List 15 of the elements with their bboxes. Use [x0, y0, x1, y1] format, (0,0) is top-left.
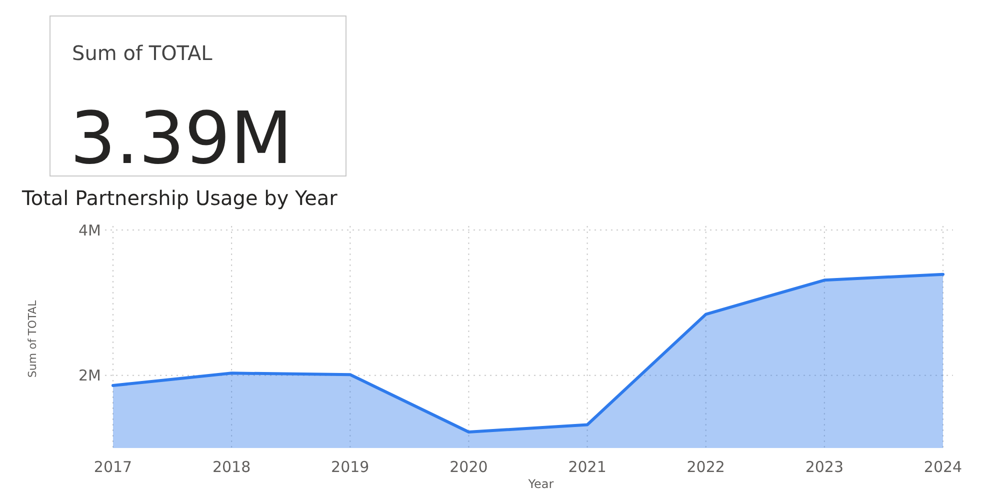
x-tick-label: 2019 — [331, 458, 370, 476]
x-tick-label: 2024 — [924, 458, 962, 476]
x-tick-label: 2020 — [450, 458, 488, 476]
x-tick-label: 2023 — [805, 458, 844, 476]
x-tick-label: 2022 — [686, 458, 725, 476]
text: Sum of TOTAL — [72, 41, 214, 65]
x-tick-label: 2021 — [568, 458, 606, 476]
x-tick-label: 2018 — [212, 458, 251, 476]
x-axis-title: Year — [527, 477, 554, 491]
text: 3.39M — [70, 96, 292, 180]
chart-title: Total Partnership Usage by Year — [21, 186, 338, 210]
y-axis-title: Sum of TOTAL — [26, 300, 39, 378]
x-tick-label: 2017 — [94, 458, 132, 476]
y-tick-label: 4M — [78, 221, 101, 240]
y-tick-label: 2M — [78, 366, 101, 385]
